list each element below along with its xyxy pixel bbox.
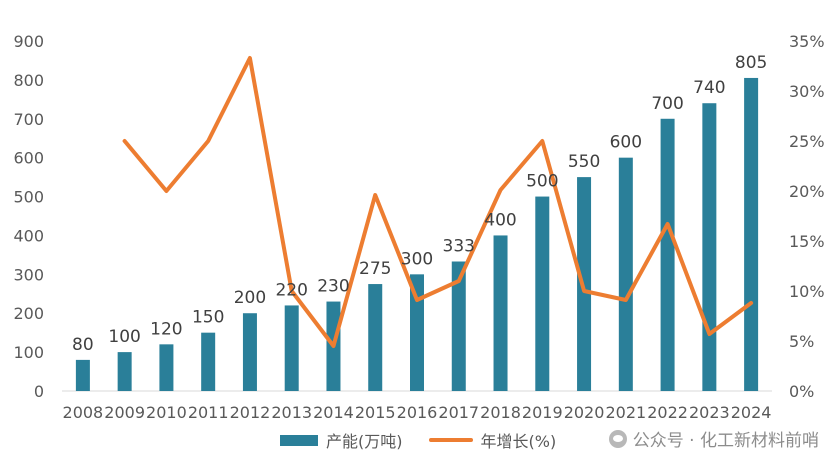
x-tick-label: 2008 [63,403,104,422]
wechat-icon [608,429,627,448]
bar-data-label: 220 [275,280,307,300]
legend-label-capacity: 产能(万吨) [326,432,403,451]
y-left-tick-label: 300 [13,265,44,284]
x-tick-label: 2020 [564,403,605,422]
x-tick-label: 2011 [188,403,229,422]
x-tick-label: 2018 [480,403,521,422]
bar-data-label: 550 [568,152,600,172]
x-tick-label: 2009 [104,403,145,422]
x-tick-label: 2019 [522,403,563,422]
bar-data-label: 150 [192,308,224,328]
bar-data-label: 120 [150,319,182,339]
x-tick-label: 2024 [731,403,772,422]
growth-line [122,56,754,348]
bar [284,305,299,391]
legend-label-growth: 年增长(%) [480,432,557,451]
bar [535,196,550,391]
bar [201,332,216,391]
y-left-tick-label: 0 [34,382,44,401]
y-left-tick-label: 500 [13,188,44,207]
y-left-tick-label: 400 [13,226,44,245]
x-tick-label: 2014 [313,403,354,422]
x-tick-label: 2015 [355,403,396,422]
bar-data-label: 500 [526,172,558,192]
y-right-tick-label: 20% [789,182,825,201]
bar-data-label: 400 [484,210,516,230]
bar [368,284,383,391]
bar [242,313,257,391]
legend-swatch-bar [280,434,318,446]
legend: 产能(万吨) 年增长(%) [280,428,582,452]
y-right-tick-label: 30% [789,82,825,101]
legend-item-capacity: 产能(万吨) [280,428,403,452]
x-tick-label: 2012 [230,403,271,422]
bar [493,235,508,391]
bar-data-label: 275 [359,259,391,279]
legend-swatch-line [428,438,473,442]
y-left-tick-label: 600 [13,149,44,168]
bar-data-label: 100 [108,327,140,347]
bar [75,359,90,391]
y-right-tick-label: 5% [789,332,814,351]
bar-data-label: 333 [443,237,475,257]
bar [660,118,675,392]
bar [744,77,759,391]
bar [618,157,633,391]
y-left-tick-label: 100 [13,343,44,362]
y-left-tick-label: 200 [13,304,44,323]
bar-data-label: 740 [693,78,725,98]
x-tick-label: 2013 [271,403,312,422]
bar [410,274,424,391]
bar-data-label: 805 [735,53,767,73]
x-tick-label: 2016 [397,403,438,422]
watermark: 公众号 · 化工新材料前哨 [608,426,819,451]
x-tick-label: 2023 [689,403,730,422]
bar [117,352,132,391]
bar [159,344,174,391]
bar-data-label: 600 [610,133,642,153]
y-right-tick-label: 15% [789,232,825,251]
y-right-tick-label: 25% [789,132,825,151]
bar-data-label: 300 [401,249,433,269]
bar-data-label: 700 [651,94,683,114]
bar [451,261,466,391]
x-tick-label: 2017 [438,403,479,422]
bar-data-label: 230 [317,277,349,297]
watermark-text: 公众号 · 化工新材料前哨 [632,431,819,451]
y-left-tick-label: 800 [13,71,44,90]
bar-data-label: 200 [234,288,266,308]
y-right-tick-label: 0% [789,382,814,401]
x-tick-label: 2021 [605,403,646,422]
x-tick-label: 2010 [146,403,187,422]
legend-item-growth: 年增长(%) [428,428,557,452]
bar-data-label: 80 [72,335,94,355]
y-right-tick-label: 35% [789,32,825,51]
y-left-tick-label: 700 [13,110,44,129]
y-right-tick-label: 10% [789,282,825,301]
bar [702,103,717,391]
y-left-tick-label: 900 [13,32,44,51]
x-tick-label: 2022 [647,403,688,422]
